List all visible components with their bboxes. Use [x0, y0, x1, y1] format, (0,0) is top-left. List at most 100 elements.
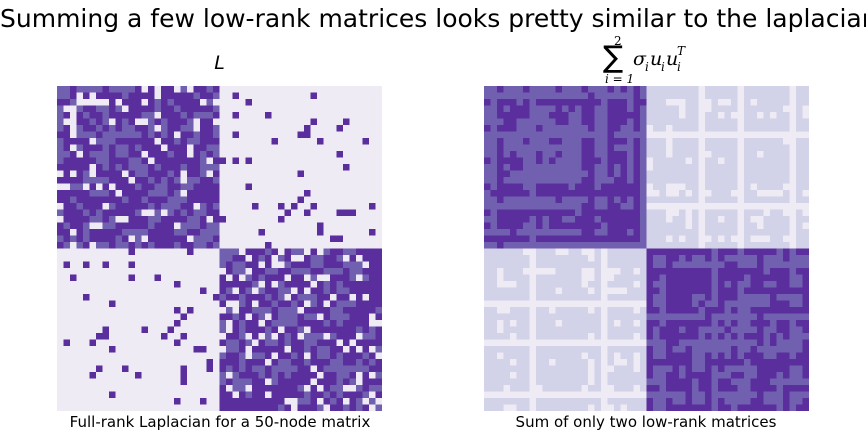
low-rank-sum-cell [555, 99, 563, 106]
laplacian-cell [128, 222, 136, 230]
low-rank-sum-cell [588, 170, 595, 178]
low-rank-sum-cell [763, 86, 771, 93]
laplacian-cell [323, 287, 331, 295]
laplacian-cell [135, 300, 142, 308]
laplacian-cell [304, 372, 311, 379]
laplacian-cell [330, 378, 337, 386]
laplacian-cell [174, 346, 181, 353]
laplacian-cell [148, 118, 155, 126]
laplacian-cell [291, 222, 298, 230]
low-rank-sum-cell [789, 333, 797, 340]
laplacian-cell [200, 170, 207, 178]
low-rank-sum-cell [718, 248, 725, 256]
laplacian-cell [135, 138, 142, 145]
low-rank-sum-cell [503, 365, 511, 373]
laplacian-cell [219, 255, 227, 262]
laplacian-cell [330, 151, 337, 158]
low-rank-sum-cell [640, 190, 647, 197]
low-rank-sum-cell [789, 92, 797, 100]
laplacian-cell [219, 248, 227, 256]
laplacian-cell [141, 339, 149, 347]
laplacian-cell [330, 346, 337, 353]
low-rank-sum-cell [692, 313, 699, 321]
low-rank-sum-cell [614, 235, 621, 243]
laplacian-cell [193, 92, 201, 100]
low-rank-sum-cell [731, 391, 738, 399]
laplacian-cell [109, 359, 116, 366]
laplacian-cell [362, 268, 370, 275]
low-rank-sum-cell [575, 105, 582, 113]
laplacian-cell [148, 339, 155, 347]
laplacian-cell [297, 287, 305, 295]
laplacian-cell [109, 105, 116, 113]
low-rank-sum-cell [685, 164, 693, 171]
low-rank-sum-cell [490, 86, 498, 93]
low-rank-sum-cell [575, 391, 582, 399]
low-rank-sum-cell [750, 209, 758, 217]
low-rank-sum-cell [698, 177, 706, 184]
low-rank-sum-cell [685, 261, 693, 269]
laplacian-cell [141, 105, 149, 113]
laplacian-cell [187, 229, 194, 236]
low-rank-sum-cell [757, 333, 764, 340]
laplacian-cell [161, 398, 168, 405]
laplacian-cell [76, 352, 84, 360]
low-rank-sum-cell [776, 365, 784, 373]
laplacian-cell [193, 242, 201, 249]
low-rank-sum-cell [802, 398, 809, 405]
laplacian-cell [102, 131, 110, 139]
low-rank-sum-cell [718, 385, 725, 392]
low-rank-sum-cell [503, 378, 511, 386]
low-rank-sum-cell [581, 313, 589, 321]
low-rank-sum-cell [516, 391, 524, 399]
low-rank-sum-cell [646, 391, 654, 399]
low-rank-sum-cell [575, 320, 582, 327]
laplacian-cell [180, 333, 188, 340]
laplacian-cell [174, 216, 181, 223]
low-rank-sum-cell [646, 268, 654, 275]
low-rank-sum-cell [549, 131, 556, 139]
low-rank-sum-cell [783, 164, 790, 171]
low-rank-sum-cell [646, 131, 654, 139]
laplacian-cell [291, 183, 298, 191]
laplacian-cell [200, 346, 207, 353]
low-rank-sum-cell [802, 242, 809, 249]
laplacian-cell [278, 339, 285, 347]
low-rank-sum-cell [789, 287, 797, 295]
laplacian-cell [330, 398, 337, 405]
laplacian-cell [239, 99, 246, 106]
laplacian-cell [148, 86, 155, 93]
laplacian-cell [232, 268, 240, 275]
laplacian-cell [89, 287, 97, 295]
laplacian-cell [89, 99, 97, 106]
laplacian-cell [63, 326, 71, 334]
laplacian-cell [265, 391, 272, 399]
laplacian-cell [83, 235, 90, 243]
low-rank-sum-cell [588, 92, 595, 100]
low-rank-sum-cell [763, 300, 771, 308]
laplacian-cell [362, 216, 370, 223]
low-rank-sum-cell [529, 144, 537, 152]
low-rank-sum-cell [770, 131, 777, 139]
low-rank-sum-cell [672, 157, 680, 165]
laplacian-cell [349, 92, 357, 100]
low-rank-sum-cell [523, 177, 530, 184]
laplacian-cell [115, 151, 123, 158]
laplacian-cell [96, 196, 103, 204]
laplacian-cell [128, 378, 136, 386]
low-rank-sum-cell [783, 190, 790, 197]
laplacian-cell [167, 294, 175, 301]
laplacian-cell [70, 385, 77, 392]
low-rank-sum-cell [659, 372, 667, 379]
laplacian-cell [174, 235, 181, 243]
low-rank-sum-cell [549, 144, 556, 152]
low-rank-sum-cell [646, 151, 654, 158]
laplacian-cell [200, 164, 207, 171]
laplacian-cell [330, 99, 337, 106]
low-rank-sum-cell [503, 203, 511, 210]
low-rank-sum-cell [789, 339, 797, 347]
laplacian-cell [122, 281, 129, 288]
low-rank-sum-cell [640, 196, 647, 204]
low-rank-sum-cell [529, 326, 537, 334]
laplacian-cell [206, 170, 214, 178]
